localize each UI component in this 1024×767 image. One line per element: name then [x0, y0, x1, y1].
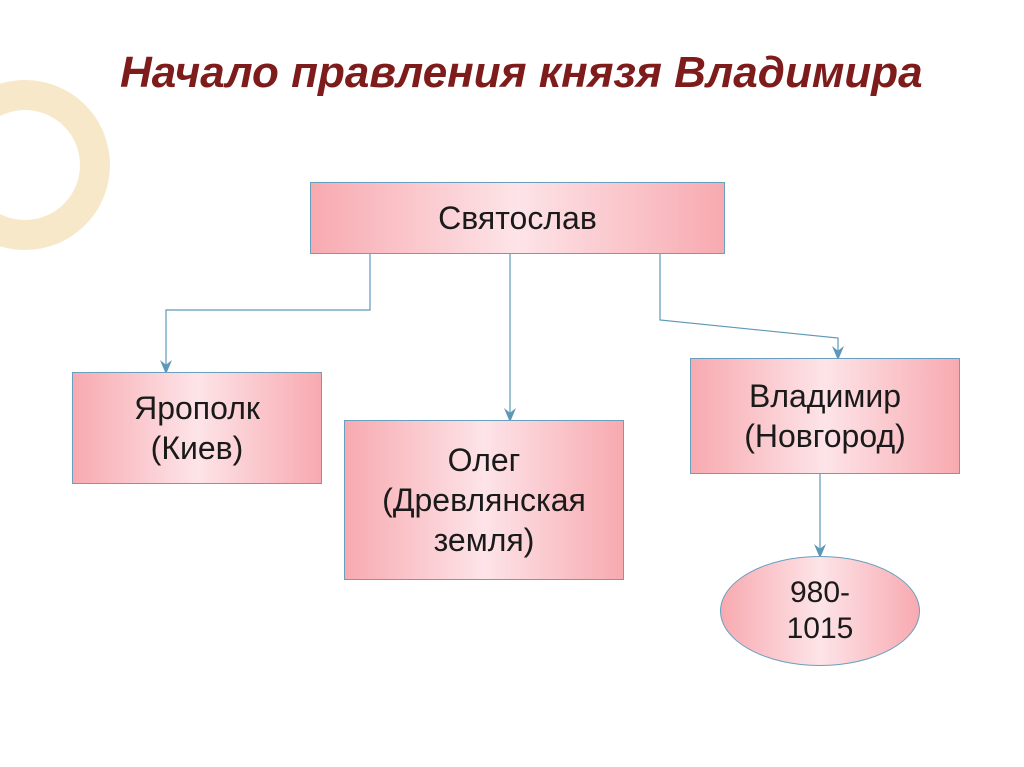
node-svyatoslav: Святослав	[310, 182, 725, 254]
node-vladimir: Владимир (Новгород)	[690, 358, 960, 474]
decorative-ring	[0, 80, 110, 250]
node-yaropolk: Ярополк (Киев)	[72, 372, 322, 484]
slide-title: Начало правления князя Владимира	[120, 48, 940, 99]
node-years: 980- 1015	[720, 556, 920, 666]
node-label: 980- 1015	[787, 575, 854, 647]
node-label: Святослав	[438, 198, 597, 238]
node-label: Владимир (Новгород)	[744, 376, 906, 456]
node-label: Олег (Древлянская земля)	[382, 440, 586, 560]
node-label: Ярополк (Киев)	[134, 388, 260, 468]
node-oleg: Олег (Древлянская земля)	[344, 420, 624, 580]
